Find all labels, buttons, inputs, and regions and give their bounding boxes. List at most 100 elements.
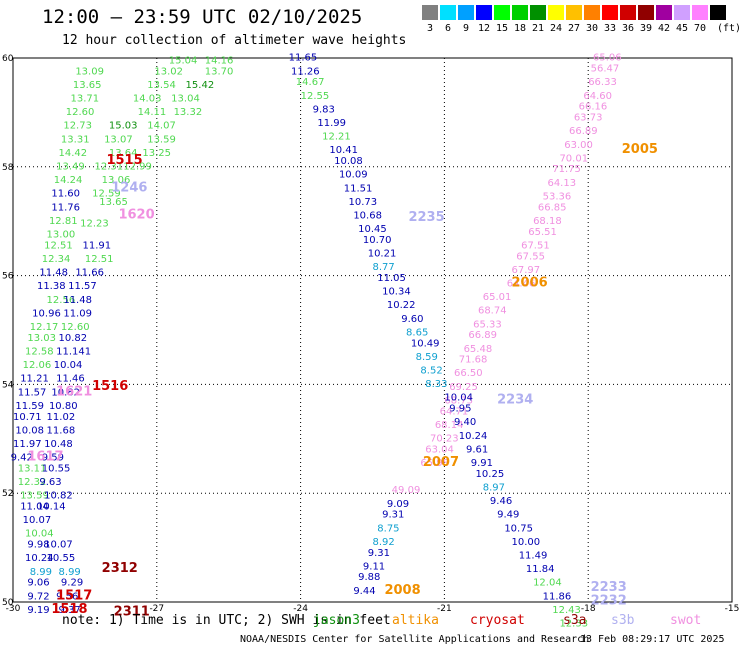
- wave-height-value: 10.08: [334, 156, 363, 167]
- wave-height-value: 9.72: [27, 591, 49, 602]
- wave-height-value: 8.52: [420, 366, 442, 377]
- legend-s3a: s3a: [563, 613, 587, 628]
- pass-time-label: 2312: [102, 561, 138, 576]
- colorbar-label: 12: [477, 23, 491, 34]
- wave-height-value: 8.99: [59, 567, 81, 578]
- wave-height-value: 10.25: [476, 469, 505, 480]
- lat-tick-label: 50: [2, 598, 14, 608]
- wave-height-value: 9.06: [27, 578, 49, 589]
- wave-height-value: 9.56: [56, 591, 78, 602]
- colorbar-swatch: [638, 5, 654, 20]
- wave-height-value: 14.11: [138, 107, 167, 118]
- wave-height-value: 9.11: [363, 561, 385, 572]
- wave-height-value: 10.04: [25, 529, 54, 540]
- wave-height-value: 10.21: [368, 249, 397, 260]
- wave-height-value: 10.80: [49, 401, 78, 412]
- wave-height-value: 66.33: [588, 77, 617, 88]
- wave-height-value: 66.89: [569, 126, 598, 137]
- colorbar-swatch: [692, 5, 708, 20]
- wave-height-value: 10.70: [363, 235, 392, 246]
- wave-height-value: 9.88: [358, 572, 380, 583]
- wave-height-value: 65.51: [528, 227, 557, 238]
- wave-height-value: 71.75: [552, 164, 581, 175]
- wave-height-value: 8.97: [483, 482, 505, 493]
- wave-height-value: 8.59: [416, 352, 438, 363]
- pass-time-label: 2232: [591, 594, 627, 609]
- wave-height-value: 9.49: [497, 510, 519, 521]
- wave-height-value: 10.55: [42, 463, 71, 474]
- colorbar-label: 30: [585, 23, 599, 34]
- colorbar-swatch: [494, 5, 510, 20]
- lat-tick-label: 56: [2, 272, 14, 282]
- colorbar-unit: (ft): [716, 23, 740, 34]
- wave-height-value: 13.65: [99, 197, 128, 208]
- pass-time-label: 1621: [56, 384, 92, 399]
- wave-height-value: 10.45: [358, 224, 387, 235]
- wave-height-value: 13.09: [75, 66, 104, 77]
- wave-height-value: 49.09: [392, 485, 421, 496]
- timestamp: 13 Feb 08:29:17 UTC 2025: [580, 634, 725, 645]
- wave-height-value: 63.04: [425, 444, 454, 455]
- wave-height-value: 67.51: [521, 240, 550, 251]
- wave-height-value: 9.46: [490, 496, 512, 507]
- wave-height-value: 12.34: [42, 254, 71, 265]
- wave-height-value: 13.59: [20, 491, 49, 502]
- wave-height-value: 63.00: [564, 140, 593, 151]
- colorbar-label: 39: [639, 23, 653, 34]
- wave-height-value: 10.09: [339, 170, 368, 181]
- wave-height-value: 13.32: [174, 107, 203, 118]
- wave-height-value: 64.46: [507, 278, 536, 289]
- wave-height-value: 11.60: [51, 189, 80, 200]
- wave-height-value: 65.48: [464, 344, 493, 355]
- wave-height-value: 8.75: [377, 523, 399, 534]
- colorbar-swatch: [512, 5, 528, 20]
- lat-tick-label: 60: [2, 54, 14, 64]
- wave-height-value: 11.48: [63, 295, 92, 306]
- wave-height-value: 66.89: [468, 330, 497, 341]
- wave-height-value: 11.46: [56, 374, 85, 385]
- wave-height-value: 10.07: [44, 540, 73, 551]
- page-subtitle: 12 hour collection of altimeter wave hei…: [62, 33, 407, 48]
- wave-height-value: 10.04: [54, 360, 83, 371]
- wave-height-value: 53.36: [543, 191, 572, 202]
- colorbar-label: 15: [495, 23, 509, 34]
- wave-height-value: 10.48: [44, 439, 73, 450]
- wave-height-value: 9.40: [454, 417, 476, 428]
- wave-height-value: 13.31: [61, 134, 90, 145]
- wave-height-value: 12.51: [85, 254, 114, 265]
- wave-height-value: 66.50: [454, 368, 483, 379]
- wave-height-value: 10.73: [349, 197, 378, 208]
- colorbar-label: 45: [675, 23, 689, 34]
- wave-height-value: 14.16: [205, 55, 234, 66]
- wave-height-value: 11.65: [289, 53, 318, 64]
- colorbar-swatch: [548, 5, 564, 20]
- wave-height-value: 65.06: [593, 53, 622, 64]
- lat-tick-label: 54: [2, 380, 14, 390]
- colorbar-swatch: [674, 5, 690, 20]
- wave-height-value: 9.95: [449, 404, 471, 415]
- wave-height-value: 11.05: [377, 273, 406, 284]
- wave-height-value: 12.06: [23, 360, 52, 371]
- wave-height-value: 63.73: [574, 113, 603, 124]
- wave-height-value: 9.98: [27, 540, 49, 551]
- wave-height-value: 14.42: [59, 148, 88, 159]
- legend-jason3: jason3: [313, 613, 360, 628]
- wave-height-value: 13.02: [154, 66, 183, 77]
- wave-height-value: 10.24: [25, 553, 54, 564]
- wave-height-value: 8.77: [373, 262, 395, 273]
- wave-height-value: 12.55: [301, 91, 330, 102]
- wave-height-value: 12.58: [25, 346, 54, 357]
- wave-height-value: 10.71: [13, 412, 42, 423]
- wave-height-value: 8.33: [425, 379, 447, 390]
- wave-height-value: 9.09: [387, 499, 409, 510]
- wave-height-value: 9.63: [39, 477, 61, 488]
- lon-tick-label: -30: [6, 604, 21, 614]
- wave-height-value: 11.02: [47, 412, 76, 423]
- wave-height-value: 11.49: [519, 550, 548, 561]
- colorbar-swatch: [620, 5, 636, 20]
- wave-height-value: 13.54: [147, 80, 176, 91]
- wave-height-value: 64.71: [440, 406, 469, 417]
- wave-height-value: 64.13: [547, 178, 576, 189]
- wave-height-value: 11.141: [56, 346, 91, 357]
- colorbar-label: 18: [513, 23, 527, 34]
